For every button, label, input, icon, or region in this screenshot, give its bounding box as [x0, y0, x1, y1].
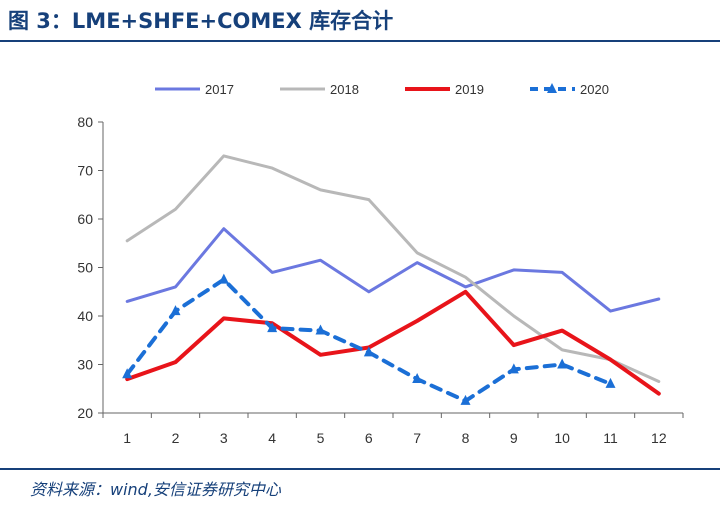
x-tick-label: 5 [317, 430, 325, 446]
series-marker-2020 [412, 373, 423, 384]
y-tick-label: 80 [77, 114, 93, 130]
series-marker-2020 [218, 273, 229, 284]
series-marker-2020 [122, 368, 133, 379]
series-marker-2020 [508, 363, 519, 374]
series-line-2018 [125, 154, 661, 383]
series-marker-2020 [557, 358, 568, 369]
series-marker-2020 [170, 305, 181, 316]
series-marker-2020 [267, 322, 278, 333]
x-tick-label: 1 [123, 430, 131, 446]
series-line-2017 [125, 227, 661, 313]
y-tick-label: 20 [77, 405, 93, 421]
legend-label-2020: 2020 [580, 82, 609, 97]
y-tick-label: 40 [77, 308, 93, 324]
series-marker-2020 [315, 324, 326, 335]
x-tick-label: 8 [462, 430, 470, 446]
y-tick-label: 50 [77, 260, 93, 276]
y-tick-label: 60 [77, 211, 93, 227]
source-divider [0, 468, 720, 470]
x-tick-label: 12 [651, 430, 667, 446]
y-tick-label: 70 [77, 163, 93, 179]
x-tick-label: 2 [172, 430, 180, 446]
legend-label-2018: 2018 [330, 82, 359, 97]
source-note: 资料来源：wind,安信证券研究中心 [30, 480, 281, 499]
title-divider [0, 40, 720, 42]
x-tick-label: 9 [510, 430, 518, 446]
y-tick-label: 30 [77, 357, 93, 373]
x-tick-label: 3 [220, 430, 228, 446]
x-tick-label: 6 [365, 430, 373, 446]
x-tick-label: 4 [268, 430, 276, 446]
x-tick-label: 10 [554, 430, 570, 446]
series-line-2019 [125, 289, 661, 396]
chart-series [122, 154, 661, 405]
legend-marker-2020 [547, 83, 557, 93]
series-marker-2020 [363, 346, 374, 357]
chart-legend: 2017 2018 2019 2020 [155, 82, 609, 97]
page-title: 图 3：LME+SHFE+COMEX 库存合计 [8, 9, 394, 33]
x-tick-label: 7 [413, 430, 421, 446]
series-marker-2020 [460, 394, 471, 405]
legend-label-2019: 2019 [455, 82, 484, 97]
x-tick-label: 11 [603, 430, 618, 446]
legend-label-2017: 2017 [205, 82, 234, 97]
series-marker-2020 [605, 377, 616, 388]
